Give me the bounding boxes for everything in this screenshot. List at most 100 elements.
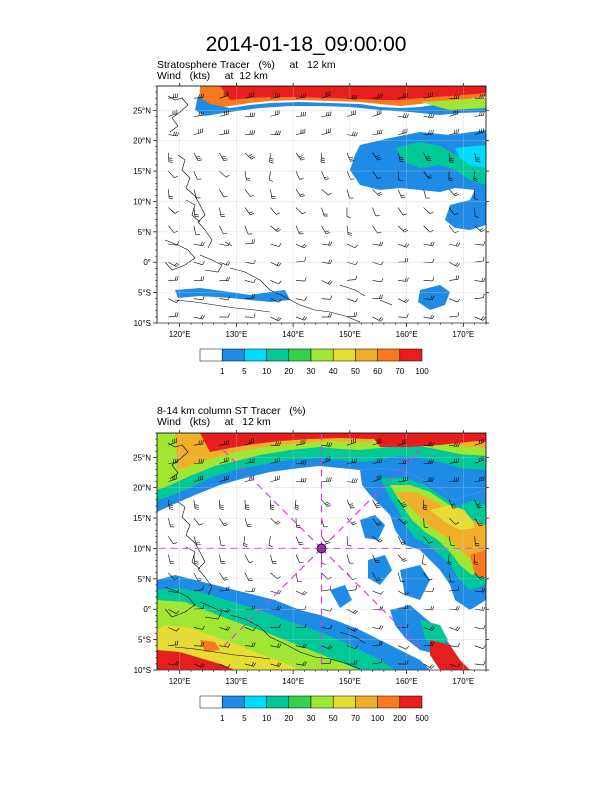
wind-barb bbox=[244, 499, 250, 510]
wind-barb bbox=[193, 642, 205, 647]
wind-barb bbox=[372, 261, 384, 266]
wind-barb bbox=[193, 207, 200, 218]
wind-barb bbox=[449, 605, 460, 611]
wind-barb bbox=[295, 170, 304, 180]
wind-barb bbox=[423, 189, 430, 199]
wind-barb bbox=[219, 499, 224, 510]
colorbar-box bbox=[288, 348, 312, 362]
wind-barb bbox=[295, 128, 306, 135]
wind-barb bbox=[372, 316, 384, 322]
wind-barb bbox=[321, 659, 332, 665]
wind-barb bbox=[448, 207, 459, 216]
wind-barb bbox=[346, 554, 354, 564]
wind-barb bbox=[474, 456, 484, 464]
colorbar-label: 1 bbox=[220, 367, 225, 376]
wind-barb bbox=[219, 663, 231, 668]
wind-barb bbox=[398, 660, 409, 665]
wind-barb bbox=[422, 499, 428, 511]
wind-barb bbox=[372, 517, 382, 526]
wind-barb bbox=[321, 225, 330, 234]
wind-barb bbox=[193, 554, 199, 565]
wind-barb bbox=[346, 458, 357, 464]
wind-barb bbox=[219, 572, 229, 581]
wind-barb bbox=[397, 243, 410, 248]
wind-barb bbox=[219, 440, 230, 446]
wind-barb bbox=[346, 499, 355, 509]
wind-barb bbox=[168, 93, 179, 99]
page-title: 2014-01-18_09:00:00 bbox=[205, 33, 407, 56]
wind-barb bbox=[423, 225, 434, 233]
wind-barb bbox=[270, 93, 281, 99]
wind-barb bbox=[244, 92, 255, 99]
wind-barb bbox=[474, 438, 484, 446]
wind-barb bbox=[295, 643, 307, 649]
colorbar-label: 60 bbox=[373, 367, 382, 376]
wind-barb bbox=[423, 277, 435, 282]
wind-barb bbox=[423, 641, 434, 647]
wind-barb bbox=[168, 518, 175, 528]
wind-barb bbox=[295, 439, 306, 446]
wind-barb bbox=[422, 554, 427, 566]
wind-barb bbox=[295, 296, 307, 301]
wind-barb bbox=[346, 645, 359, 650]
wind-barb bbox=[193, 93, 204, 99]
colorbar-box bbox=[244, 695, 267, 709]
wind-barb bbox=[449, 663, 461, 668]
wind-barb bbox=[346, 275, 357, 281]
wind-barb bbox=[219, 170, 230, 178]
wind-barb bbox=[219, 517, 229, 526]
wind-barb bbox=[244, 225, 253, 235]
wind-barb bbox=[193, 585, 204, 592]
wind-barb bbox=[372, 458, 383, 464]
wind-barb bbox=[244, 112, 256, 117]
wind-barb bbox=[448, 171, 453, 182]
wind-barb bbox=[193, 475, 203, 482]
wind-barb bbox=[372, 207, 380, 217]
panel2-map: 120°E 130°E 140°E 150°E 160°E 170°E 25°N 20°N 15… bbox=[133, 430, 489, 686]
colorbar-box bbox=[399, 695, 423, 709]
wind-barb bbox=[270, 261, 282, 267]
wind-barb bbox=[270, 517, 281, 525]
wind-barb bbox=[474, 517, 484, 527]
wind-barb bbox=[295, 225, 304, 235]
wind-barb bbox=[219, 626, 231, 631]
wind-barb bbox=[244, 572, 253, 582]
panel2-wind-barbs bbox=[168, 438, 486, 669]
wind-barb bbox=[346, 585, 357, 592]
wind-barb bbox=[168, 536, 178, 545]
wind-barb bbox=[295, 477, 307, 483]
wind-barb bbox=[449, 109, 459, 117]
wind-barb bbox=[270, 662, 282, 667]
wind-barb bbox=[219, 261, 231, 266]
wind-barb bbox=[244, 130, 255, 135]
wind-barb bbox=[423, 518, 429, 529]
y-tick-label: 0° bbox=[143, 605, 151, 614]
wind-barb bbox=[423, 536, 433, 544]
wind-barb bbox=[219, 457, 229, 464]
wind-barb bbox=[372, 109, 382, 117]
panel1-coastlines bbox=[164, 95, 393, 323]
colorbar-label: 40 bbox=[329, 367, 338, 376]
wind-barb bbox=[423, 170, 433, 179]
wind-barb bbox=[474, 225, 485, 233]
wind-barb bbox=[321, 295, 333, 300]
wind-barb bbox=[474, 645, 486, 649]
wind-barb bbox=[270, 207, 280, 215]
wind-barb bbox=[448, 261, 461, 267]
colorbar-label: 70 bbox=[351, 714, 360, 723]
wind-barb bbox=[243, 536, 248, 548]
wind-barb bbox=[168, 312, 179, 318]
wind-barb bbox=[449, 242, 461, 247]
wind-barb bbox=[347, 660, 358, 665]
wind-barb bbox=[168, 458, 179, 464]
wind-barb bbox=[321, 499, 332, 507]
wind-barb bbox=[346, 94, 358, 100]
wind-barb bbox=[219, 225, 228, 235]
x-tick-label: 160°E bbox=[396, 677, 418, 686]
wind-barb bbox=[397, 171, 403, 181]
wind-barb bbox=[398, 92, 408, 99]
wind-barb bbox=[244, 517, 252, 527]
wind-barb bbox=[168, 131, 180, 137]
y-tick-label: 25°N bbox=[133, 106, 151, 115]
colorbar-label: 70 bbox=[395, 367, 404, 376]
